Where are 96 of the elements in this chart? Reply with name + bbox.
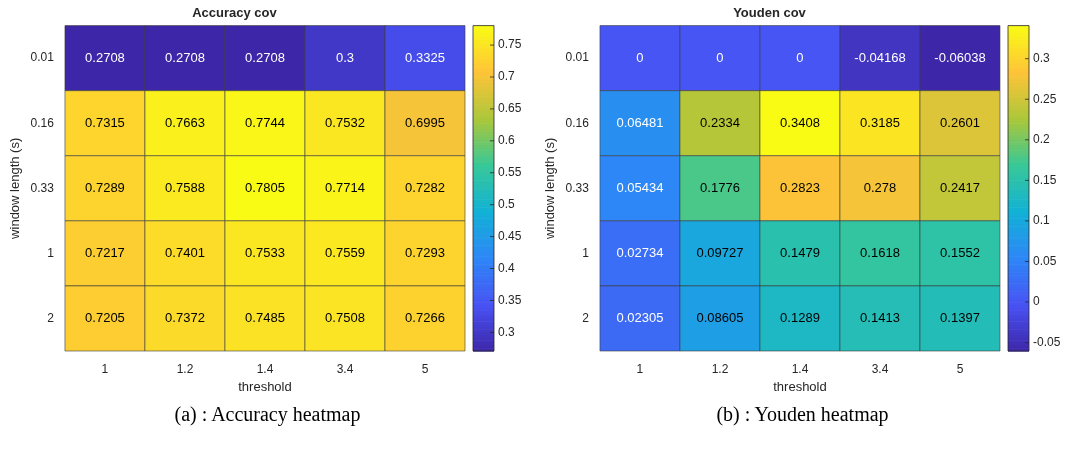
- data-label: 0.7401: [165, 244, 205, 260]
- data-label: 0.7805: [245, 179, 285, 195]
- data-label: 0.1618: [860, 244, 900, 260]
- data-label: 0.7282: [405, 179, 445, 195]
- y-tick-label: 0.33: [30, 180, 55, 195]
- color-bar-label: 0.1: [1033, 213, 1051, 228]
- data-label: -0.06038: [934, 49, 986, 65]
- color-bar-label: 0.3: [498, 324, 516, 339]
- data-label: 0.7266: [405, 310, 445, 326]
- data-label: -0.04168: [854, 49, 906, 65]
- x-tick-label: 3.4: [336, 361, 354, 376]
- data-label: 0.7205: [85, 310, 125, 326]
- data-label: 0.7508: [325, 310, 365, 326]
- data-label: 0.02305: [616, 310, 664, 326]
- y-tick-label: 0.16: [30, 115, 55, 130]
- text: (b) : Youden heatmap: [715, 403, 890, 426]
- x-tick-label: 5: [421, 361, 429, 376]
- data-label: 0.2334: [700, 114, 740, 130]
- data-label: 0.1776: [700, 179, 740, 195]
- x-axis-title: threshold: [773, 378, 827, 394]
- data-label: 0.7372: [165, 310, 205, 326]
- color-bar-label: 0: [1033, 294, 1040, 309]
- data-label: 0.7559: [325, 244, 365, 260]
- y-tick-label: 0.16: [565, 115, 590, 130]
- x-axis-title: threshold: [238, 378, 292, 394]
- chart-title: Youden cov: [733, 5, 807, 21]
- color-bar-label: 0.45: [498, 228, 522, 243]
- chart-title: Accuracy cov: [192, 5, 278, 21]
- color-bar-label: 0.05: [1033, 253, 1057, 268]
- color-bar-label: 0.75: [498, 37, 522, 52]
- data-label: 0.2601: [940, 114, 980, 130]
- y-tick-label: 2: [582, 310, 590, 325]
- data-label: 0.3: [335, 49, 355, 65]
- y-tick-label: 0.01: [565, 50, 590, 65]
- data-label: 0.1289: [780, 310, 820, 326]
- data-label: 0.7315: [85, 114, 125, 130]
- color-bar-label: 0.15: [1033, 172, 1057, 187]
- data-label: 0.7714: [325, 179, 365, 195]
- data-label: 0.2823: [780, 179, 820, 195]
- y-tick-label: 2: [47, 310, 55, 325]
- data-label: 0.7533: [245, 244, 285, 260]
- x-tick-label: 1.2: [711, 361, 729, 376]
- data-label: 0.7289: [85, 179, 125, 195]
- color-bar-label: 0.4: [498, 260, 516, 275]
- data-label: 0.1413: [860, 310, 900, 326]
- data-label: 0.7293: [405, 244, 445, 260]
- y-tick-label: 0.01: [30, 50, 55, 65]
- x-tick-label: 1.4: [791, 361, 809, 376]
- data-label: 0.2708: [85, 49, 125, 65]
- data-label: 0.6995: [405, 114, 445, 130]
- data-label: 0.7532: [325, 114, 365, 130]
- color-bar-label: 0.65: [498, 101, 522, 116]
- y-tick-label: 0.33: [565, 180, 590, 195]
- color-bar-label: 0.5: [498, 196, 516, 211]
- color-bar-label: 0.3: [1033, 51, 1051, 66]
- y-axis-title: window length (s): [7, 137, 23, 240]
- data-label: 0.7217: [85, 244, 125, 260]
- color-bar-label: 0.2: [1033, 132, 1051, 147]
- data-label: 0.1479: [780, 244, 820, 260]
- x-tick-label: 1.2: [176, 361, 194, 376]
- color-bar-label: 0.25: [1033, 91, 1057, 106]
- x-tick-label: 3.4: [871, 361, 889, 376]
- data-label: 0: [636, 49, 644, 65]
- data-label: 0.7485: [245, 310, 285, 326]
- data-label: 0: [796, 49, 804, 65]
- y-axis-title: window length (s): [542, 137, 558, 240]
- data-label: 0.1397: [940, 310, 980, 326]
- data-label: 0: [716, 49, 724, 65]
- data-label: 0.02734: [616, 244, 664, 260]
- data-label: 0.05434: [616, 179, 664, 195]
- x-tick-label: 1: [101, 361, 109, 376]
- color-bar-label: 0.7: [498, 69, 516, 84]
- data-label: 0.2708: [165, 49, 205, 65]
- color-bar-label: -0.05: [1033, 334, 1061, 349]
- y-tick-label: 1: [582, 245, 590, 260]
- x-tick-label: 1.4: [256, 361, 274, 376]
- data-label: 0.2417: [940, 179, 980, 195]
- data-label: 0.278: [863, 179, 897, 195]
- data-label: 0.3325: [405, 49, 445, 65]
- data-label: 0.3408: [780, 114, 820, 130]
- color-bar-label: 0.55: [498, 165, 522, 180]
- data-label: 0.7663: [165, 114, 205, 130]
- data-label: 0.08605: [696, 310, 744, 326]
- x-tick-label: 5: [956, 361, 964, 376]
- data-label: 0.7744: [245, 114, 285, 130]
- color-bar-label: 0.6: [498, 133, 516, 148]
- x-tick-label: 1: [636, 361, 644, 376]
- color-bar-label: 0.35: [498, 292, 522, 307]
- data-label: 0.09727: [696, 244, 744, 260]
- y-tick-label: 1: [47, 245, 55, 260]
- text: (a) : Accuracy heatmap: [173, 403, 362, 426]
- data-label: 0.7588: [165, 179, 205, 195]
- data-label: 0.2708: [245, 49, 285, 65]
- data-label: 0.3185: [860, 114, 900, 130]
- data-label: 0.06481: [616, 114, 664, 130]
- data-label: 0.1552: [940, 244, 980, 260]
